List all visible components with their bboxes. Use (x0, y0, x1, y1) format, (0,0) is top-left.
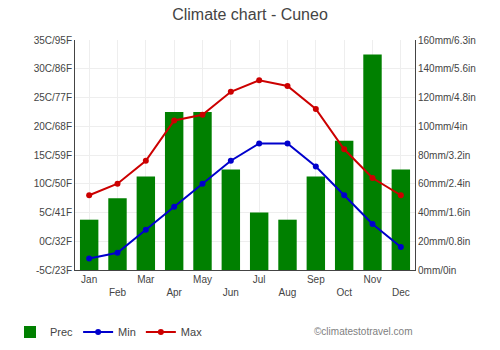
svg-text:Jan: Jan (81, 274, 97, 285)
svg-text:80mm/3.2in: 80mm/3.2in (418, 150, 470, 161)
svg-text:100mm/4in: 100mm/4in (418, 121, 467, 132)
svg-text:20C/68F: 20C/68F (34, 121, 72, 132)
svg-text:Prec: Prec (50, 326, 73, 338)
svg-text:40mm/1.6in: 40mm/1.6in (418, 207, 470, 218)
svg-text:25C/77F: 25C/77F (34, 92, 72, 103)
svg-text:160mm/6.3in: 160mm/6.3in (418, 35, 476, 46)
svg-text:20mm/0.8in: 20mm/0.8in (418, 236, 470, 247)
svg-text:35C/95F: 35C/95F (34, 35, 72, 46)
svg-text:Oct: Oct (336, 287, 352, 298)
svg-text:Mar: Mar (137, 274, 155, 285)
svg-text:Feb: Feb (109, 287, 127, 298)
svg-text:Dec: Dec (392, 287, 410, 298)
svg-text:15C/59F: 15C/59F (34, 150, 72, 161)
svg-text:0C/32F: 0C/32F (39, 236, 72, 247)
svg-text:5C/41F: 5C/41F (39, 207, 72, 218)
svg-text:Max: Max (181, 326, 202, 338)
svg-text:Climate chart - Cuneo: Climate chart - Cuneo (172, 6, 328, 23)
svg-text:Jul: Jul (253, 274, 266, 285)
svg-text:30C/86F: 30C/86F (34, 63, 72, 74)
svg-text:Jun: Jun (223, 287, 239, 298)
svg-text:Apr: Apr (166, 287, 182, 298)
svg-text:Aug: Aug (279, 287, 297, 298)
svg-text:-5C/23F: -5C/23F (36, 265, 72, 276)
svg-text:120mm/4.8in: 120mm/4.8in (418, 92, 476, 103)
svg-text:Sep: Sep (307, 274, 325, 285)
svg-text:10C/50F: 10C/50F (34, 178, 72, 189)
svg-text:Min: Min (118, 326, 136, 338)
svg-text:140mm/5.6in: 140mm/5.6in (418, 63, 476, 74)
svg-text:60mm/2.4in: 60mm/2.4in (418, 178, 470, 189)
svg-text:May: May (193, 274, 212, 285)
svg-text:Nov: Nov (364, 274, 382, 285)
svg-text:©climatestotravel.com: ©climatestotravel.com (314, 326, 413, 337)
svg-text:0mm/0in: 0mm/0in (418, 265, 456, 276)
